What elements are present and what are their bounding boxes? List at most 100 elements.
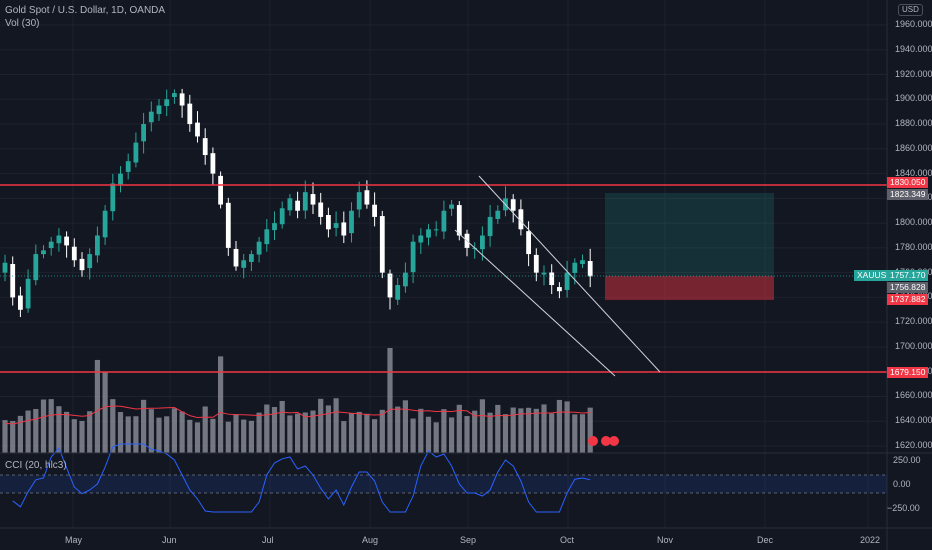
candle-body — [249, 254, 254, 262]
cci-tick: 250.00 — [893, 455, 921, 465]
candle-body — [79, 258, 85, 271]
time-tick: Sep — [460, 535, 477, 545]
volume-bar — [225, 421, 231, 453]
candle-body — [564, 272, 570, 290]
volume-bar — [418, 408, 424, 453]
candle-body — [587, 261, 593, 277]
volume-bar — [117, 412, 124, 453]
candle-body — [526, 231, 531, 255]
price-tick: 1720.000 — [895, 316, 932, 327]
event-markers[interactable] — [588, 436, 619, 446]
candle-body — [326, 215, 331, 230]
volume-bar — [456, 404, 462, 453]
volume-bar — [410, 418, 416, 453]
candle-body — [118, 173, 123, 185]
symbol-tag: XAUUSD — [854, 270, 896, 281]
currency-button[interactable]: USD — [898, 4, 923, 16]
candle-body — [310, 194, 316, 205]
volume-bar — [541, 404, 547, 453]
price-tick: 1900.000 — [895, 93, 932, 104]
target-zone[interactable] — [605, 193, 774, 276]
candle-body — [541, 272, 547, 275]
volume-bar — [387, 348, 393, 453]
candle-body — [510, 199, 516, 211]
price-tick: 1860.000 — [895, 142, 932, 153]
volume-bar — [279, 400, 285, 453]
volume-bar — [33, 408, 39, 453]
price-tick: 1660.000 — [895, 390, 932, 401]
volume-ma-line — [4, 405, 591, 425]
channel-lower-line[interactable] — [454, 229, 616, 377]
candle-body — [279, 208, 285, 225]
candle-body — [418, 235, 424, 243]
price-tick: 1620.000 — [895, 440, 932, 450]
volume-bar — [502, 414, 509, 453]
candle-body — [2, 262, 8, 273]
candle-body — [210, 153, 216, 174]
volume-bar — [71, 419, 77, 453]
candle-body — [518, 209, 524, 230]
volume-bar — [333, 398, 339, 453]
candle-body — [387, 273, 393, 298]
stop-zone[interactable] — [605, 276, 774, 300]
candle-body — [395, 285, 401, 300]
volume-bar — [179, 411, 185, 453]
volume-bar — [348, 413, 355, 453]
volume-label[interactable]: Vol (30) — [5, 18, 40, 29]
volume-bar — [148, 409, 154, 453]
volume-bar — [356, 411, 362, 453]
candle-body — [225, 202, 231, 248]
candle-body — [272, 223, 277, 231]
candle-body — [18, 295, 23, 310]
volume-bar — [87, 411, 93, 453]
cci-tick: 0.00 — [893, 479, 911, 489]
price-tick: 1640.000 — [895, 415, 932, 426]
volume-bar — [171, 408, 177, 453]
volume-bar — [133, 416, 139, 453]
cci-band — [0, 475, 887, 493]
volume-bar — [433, 422, 439, 453]
candle-body — [364, 190, 370, 205]
volume-bar — [56, 406, 62, 453]
candle-body — [302, 192, 308, 211]
volume-bar — [2, 420, 8, 453]
candle-body — [25, 278, 31, 309]
volume-bar — [218, 356, 224, 453]
cci-label[interactable]: CCI (20, hlc3) — [5, 460, 67, 471]
candle-body — [441, 210, 447, 232]
candle-body — [318, 202, 324, 217]
volume-bar — [425, 416, 432, 453]
support-price-tag: 1679.150 — [887, 367, 929, 378]
event-marker — [609, 436, 619, 446]
target-price-tag: 1823.349 — [887, 189, 929, 200]
volume-bar — [556, 399, 562, 453]
candle-body — [64, 236, 69, 246]
cci-tick: −250.00 — [887, 503, 920, 513]
volume-bar — [518, 408, 524, 453]
candle-body — [333, 223, 339, 228]
volume-bar — [510, 407, 516, 453]
volume-bar — [125, 416, 131, 453]
volume-bar — [441, 409, 447, 453]
volume-bar — [156, 417, 162, 453]
price-tick: 1800.000 — [895, 217, 932, 228]
candle-body — [56, 235, 62, 244]
candle-body — [356, 192, 362, 210]
volume-bar — [141, 399, 147, 453]
candle-body — [580, 260, 585, 264]
volume-bar — [40, 399, 47, 453]
candle-body — [156, 105, 162, 115]
volume-bar — [102, 372, 108, 453]
volume-bar — [256, 412, 262, 453]
candle-body — [533, 254, 539, 273]
volume-bar — [526, 407, 532, 453]
volume-bar — [194, 422, 201, 453]
volume-bar — [10, 421, 16, 453]
candle-body — [379, 216, 385, 273]
candle-body — [264, 229, 270, 245]
price-tick: 1920.000 — [895, 68, 932, 79]
volume-bar — [271, 407, 278, 453]
candle-body — [403, 272, 408, 287]
channel-upper-line[interactable] — [478, 175, 661, 373]
